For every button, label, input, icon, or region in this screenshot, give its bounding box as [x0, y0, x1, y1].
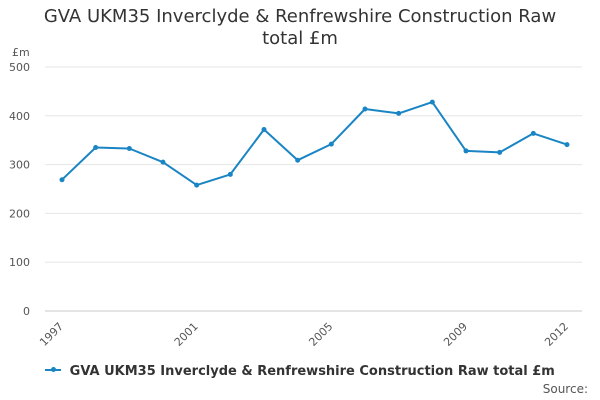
x-tick-label: 1997 [37, 320, 66, 349]
data-point[interactable] [396, 110, 402, 116]
y-axis-label: £m [12, 46, 30, 59]
gridlines [45, 66, 582, 312]
legend-swatch [45, 366, 62, 372]
x-axis-ticks: 1997 2001 2005 2009 2012 [37, 320, 571, 349]
x-tick-label: 2005 [306, 320, 335, 349]
data-point[interactable] [463, 148, 469, 154]
y-axis-ticks: 0 100 200 300 400 500 [9, 61, 30, 318]
y-tick-label: 500 [9, 61, 30, 74]
y-tick-label: 400 [9, 110, 30, 123]
data-point[interactable] [227, 171, 233, 177]
y-tick-label: 300 [9, 159, 30, 172]
x-tick-label: 2001 [172, 320, 201, 349]
data-point[interactable] [295, 157, 301, 163]
y-tick-label: 100 [9, 256, 30, 269]
data-point[interactable] [530, 130, 536, 136]
y-tick-label: 200 [9, 207, 30, 220]
y-tick-label: 0 [23, 305, 30, 318]
data-point[interactable] [194, 182, 200, 188]
series-layer [59, 99, 570, 188]
data-point[interactable] [261, 126, 267, 132]
data-point[interactable] [160, 159, 166, 165]
data-point[interactable] [59, 177, 65, 183]
legend-label: GVA UKM35 Inverclyde & Renfrewshire Cons… [69, 364, 555, 379]
data-point[interactable] [126, 145, 132, 151]
data-point[interactable] [362, 106, 368, 112]
x-tick-label: 2009 [441, 320, 470, 349]
data-point[interactable] [497, 149, 503, 155]
source-label: Source: [542, 382, 588, 396]
data-point[interactable] [93, 145, 99, 151]
data-point[interactable] [429, 99, 435, 105]
data-point[interactable] [564, 142, 570, 148]
series-line [61, 101, 568, 187]
x-tick-label: 2012 [542, 320, 571, 349]
chart-title: GVA UKM35 Inverclyde & Renfrewshire Cons… [43, 6, 557, 49]
data-point[interactable] [328, 141, 334, 147]
legend[interactable]: GVA UKM35 Inverclyde & Renfrewshire Cons… [0, 364, 600, 379]
